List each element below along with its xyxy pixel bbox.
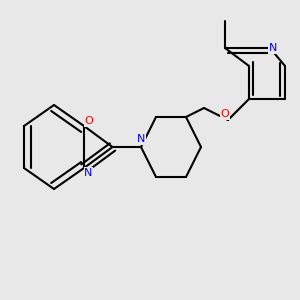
Text: O: O: [220, 109, 230, 119]
Text: O: O: [84, 116, 93, 127]
Text: N: N: [137, 134, 145, 145]
Text: N: N: [269, 43, 277, 53]
Text: N: N: [84, 167, 93, 178]
